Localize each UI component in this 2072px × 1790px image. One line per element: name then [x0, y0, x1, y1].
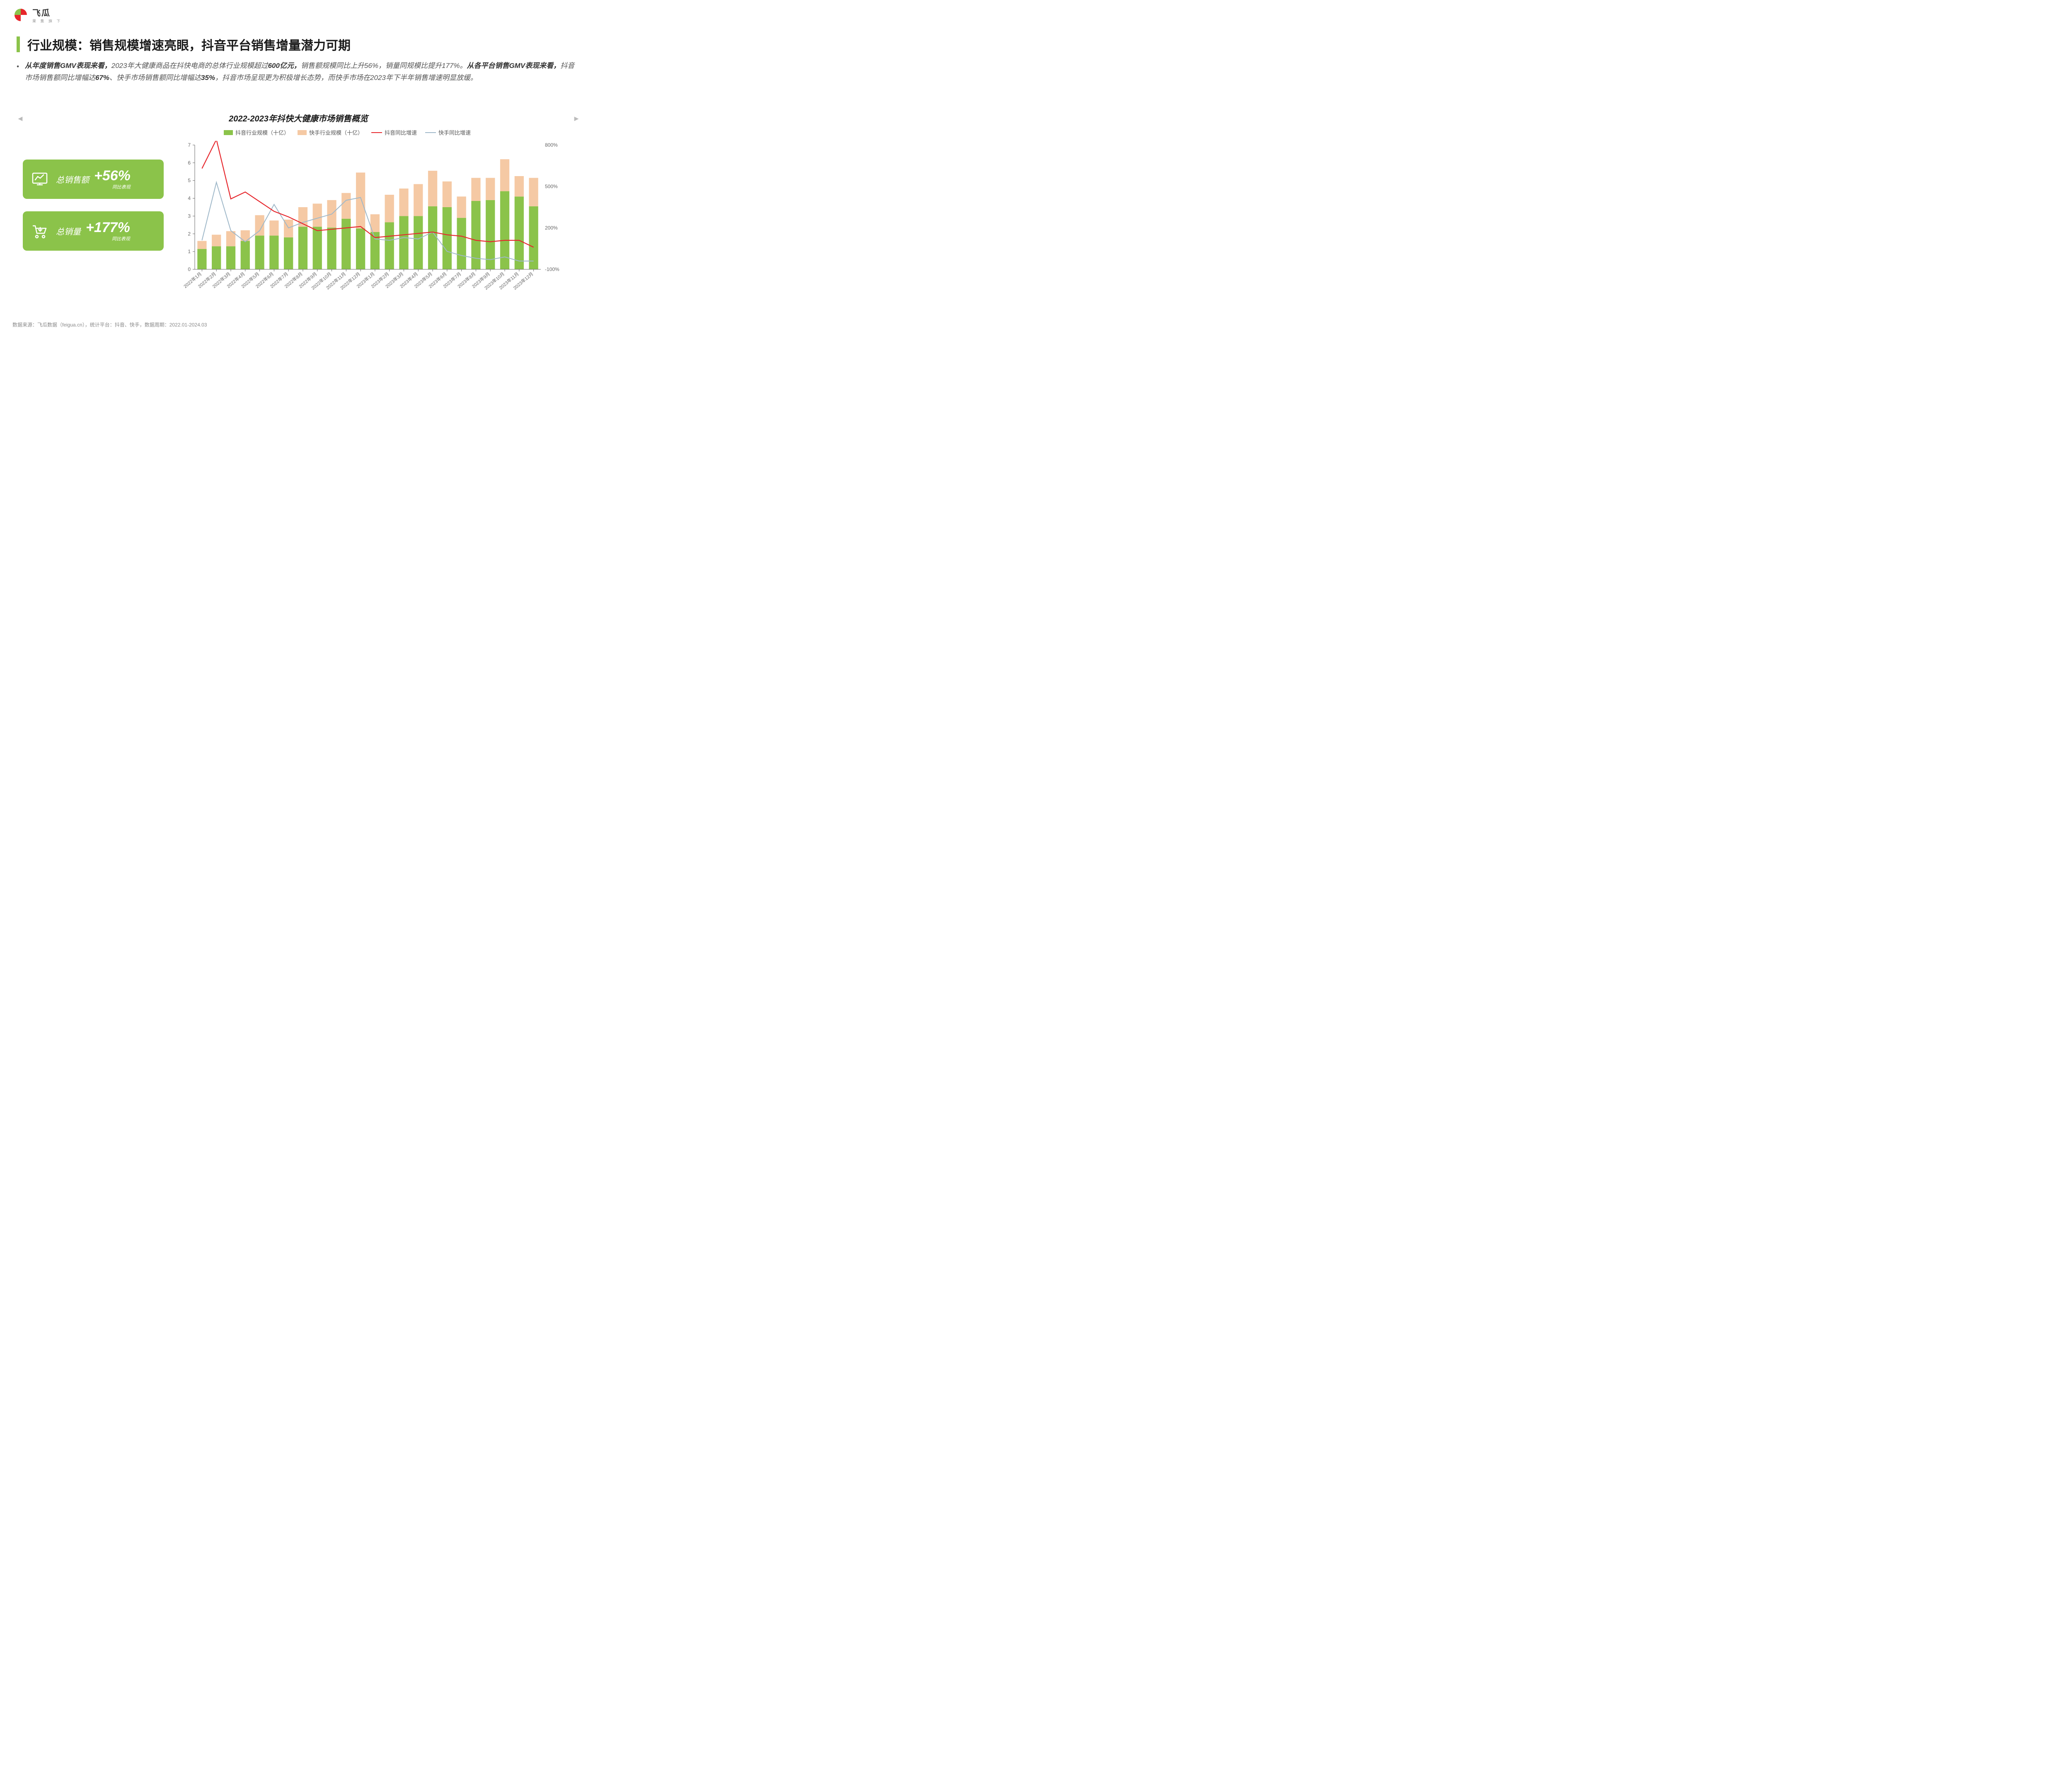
card-label: 总销量: [56, 225, 81, 237]
chart-title: 2022-2023年抖快大健康市场销售概览: [229, 112, 368, 124]
arrow-right-icon: ►: [573, 114, 580, 123]
svg-text:200%: 200%: [545, 225, 558, 231]
card-sub: 同比表现: [112, 184, 131, 190]
chart-icon: [31, 171, 48, 188]
arrow-left-icon: ◄: [17, 114, 24, 123]
svg-text:6: 6: [188, 160, 191, 166]
title-accent: [17, 36, 20, 52]
svg-text:2: 2: [188, 231, 191, 237]
footer-source: 数据来源：飞瓜数据（feigua.cn），统计平台：抖音、快手，数据周期：202…: [12, 321, 207, 328]
svg-text:0: 0: [188, 266, 191, 272]
card-sub: 同比表现: [112, 235, 130, 242]
legend-kuaishou-bar: 快手行业规模（十亿）: [298, 128, 363, 136]
svg-text:1: 1: [188, 249, 191, 254]
logo: 飞瓜 果 集 旗 下: [12, 6, 62, 24]
logo-name: 飞瓜: [32, 6, 62, 18]
cart-icon: [31, 223, 48, 240]
svg-text:500%: 500%: [545, 184, 558, 189]
chart-legend: 抖音行业规模（十亿） 快手行业规模（十亿） 抖音同比增速 快手同比增速: [224, 128, 471, 136]
card-label: 总销售额: [56, 173, 89, 185]
svg-text:7: 7: [188, 142, 191, 148]
card-value: +56%: [94, 169, 131, 183]
legend-kuaishou-line: 快手同比增速: [425, 128, 471, 136]
svg-text:4: 4: [188, 196, 191, 201]
description-text: • 从年度销售GMV表现来看，2023年大健康商品在抖快电商的总体行业规模超过6…: [25, 60, 580, 84]
page-title-bar: 行业规模：销售规模增速亮眼，抖音平台销售增量潜力可期: [17, 35, 351, 53]
card-value: +177%: [86, 220, 130, 235]
legend-douyin-line: 抖音同比增速: [371, 128, 417, 136]
logo-icon: [12, 7, 29, 23]
card-total-volume: 总销量 +177% 同比表现: [23, 211, 164, 251]
svg-text:3: 3: [188, 213, 191, 219]
svg-text:800%: 800%: [545, 142, 558, 148]
combo-chart: 01234567十亿-100%200%500%800%2022年1月2022年2…: [174, 141, 564, 294]
page-title: 行业规模：销售规模增速亮眼，抖音平台销售增量潜力可期: [27, 35, 351, 53]
logo-subtitle: 果 集 旗 下: [32, 18, 62, 24]
svg-text:5: 5: [188, 178, 191, 184]
legend-douyin-bar: 抖音行业规模（十亿）: [224, 128, 289, 136]
svg-text:-100%: -100%: [545, 266, 559, 272]
card-total-sales: 总销售额 +56% 同比表现: [23, 160, 164, 199]
metric-cards: 总销售额 +56% 同比表现 总销量 +177% 同比表现: [23, 160, 164, 251]
